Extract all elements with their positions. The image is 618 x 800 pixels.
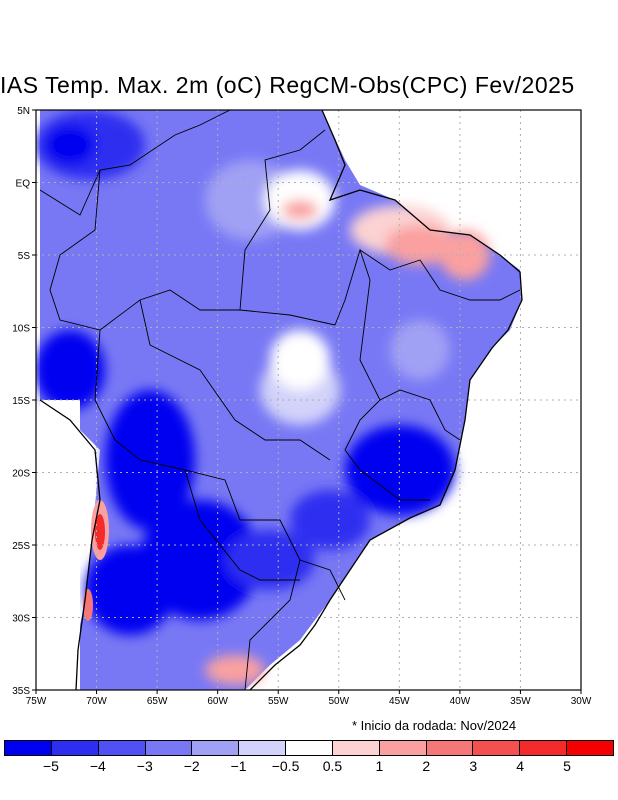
lon-label: 35W	[510, 696, 531, 707]
colorbar-label: −5	[42, 758, 59, 774]
anomaly-map: 5N EQ 5S 10S 15S 20S 25S 30S 35S 75W 70W 65W 60W 55W…	[12, 106, 592, 707]
colorbar-label: 1	[375, 758, 384, 774]
colorbar-swatch	[426, 741, 474, 755]
colorbar-label: 5	[563, 758, 571, 774]
west-coast	[39, 399, 101, 690]
lat-label: EQ	[16, 179, 31, 190]
colorbar	[4, 740, 614, 756]
lon-label: 45W	[389, 696, 410, 707]
colorbar-swatch	[239, 741, 287, 755]
lat-label: 5S	[18, 251, 31, 262]
lon-label: 65W	[147, 696, 168, 707]
lat-label: 25S	[12, 541, 30, 552]
colorbar-label: −2	[183, 758, 200, 774]
lon-label: 50W	[328, 696, 349, 707]
lat-label: 35S	[12, 686, 30, 697]
colorbar-swatch	[192, 741, 240, 755]
run-start-note: * Inicio da rodada: Nov/2024	[352, 718, 517, 733]
colorbar-label: 3	[469, 758, 478, 774]
lon-label: 60W	[207, 696, 228, 707]
colorbar-label: −0.5	[271, 758, 300, 774]
colorbar-swatch	[5, 741, 52, 755]
grid-lines	[36, 110, 581, 690]
colorbar-label: 2	[422, 758, 431, 774]
colorbar-label: −4	[89, 758, 106, 774]
colorbar-label: 0.5	[322, 758, 343, 774]
lat-label: 5N	[17, 106, 30, 117]
colorbar-swatch	[520, 741, 568, 755]
lon-label: 70W	[86, 696, 107, 707]
country-borders	[39, 110, 521, 690]
lon-label: 40W	[450, 696, 471, 707]
colorbar-label: −3	[136, 758, 153, 774]
colorbar-label: 4	[516, 758, 525, 774]
lat-label: 20S	[12, 469, 30, 480]
colorbar-swatch	[567, 741, 613, 755]
colorbar-swatch	[473, 741, 521, 755]
coastline	[249, 110, 523, 690]
colorbar-swatch	[145, 741, 193, 755]
lat-label: 15S	[12, 396, 30, 407]
colorbar-swatch	[379, 741, 427, 755]
lon-label: 55W	[268, 696, 289, 707]
lon-label: 30W	[571, 696, 592, 707]
lat-label: 10S	[12, 324, 30, 335]
axis-ticks	[32, 109, 582, 694]
colorbar-swatch	[332, 741, 380, 755]
colorbar-swatch	[286, 741, 333, 755]
colorbar-labels: −5 −4 −3 −2 −1 −0.5 0.5 1 2 3 4 5	[0, 758, 618, 778]
lon-label: 75W	[26, 696, 47, 707]
colorbar-swatch	[98, 741, 146, 755]
colorbar-label: −1	[230, 758, 247, 774]
chile-strong-anomaly	[95, 514, 105, 550]
map-title: IAS Temp. Max. 2m (oC) RegCM-Obs(CPC) Fe…	[0, 72, 575, 98]
colorbar-swatch	[51, 741, 99, 755]
lat-label: 30S	[12, 614, 30, 625]
